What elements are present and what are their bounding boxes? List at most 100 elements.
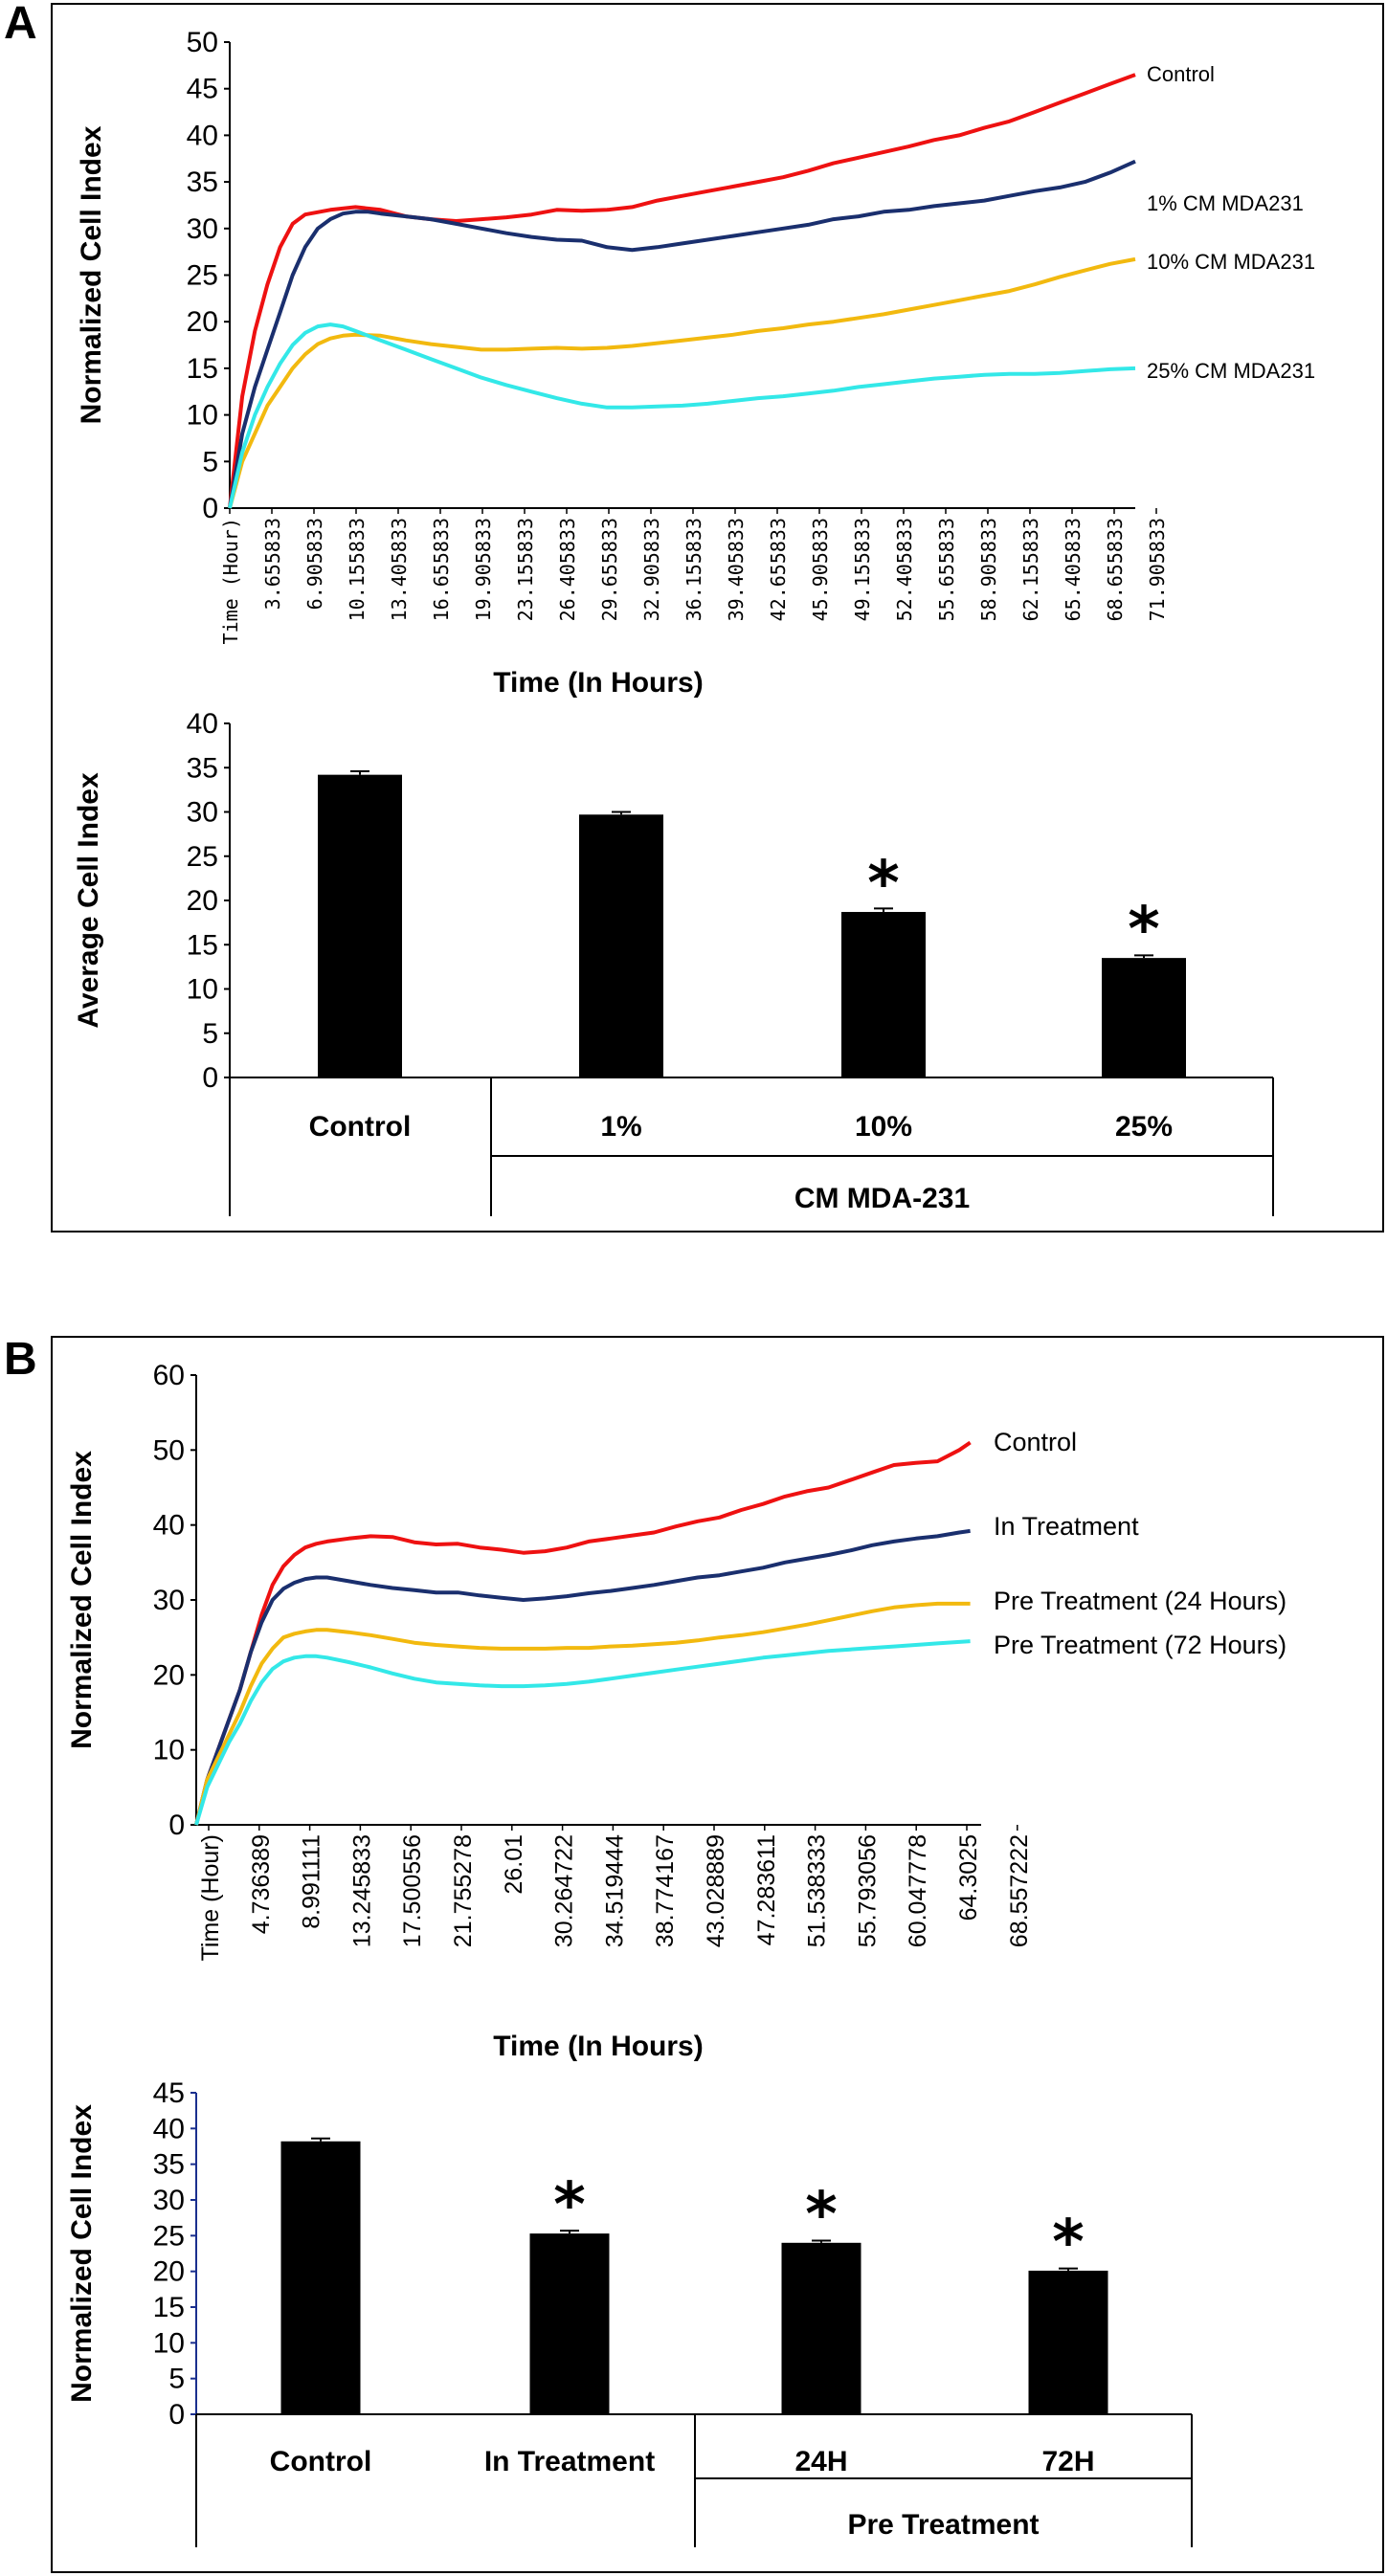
y-tick-label: 50 [153, 1434, 185, 1466]
group-label: Pre Treatment [847, 2509, 1039, 2541]
x-tick-label: 71.905833 [1146, 518, 1169, 621]
significance-star: * [1052, 2208, 1084, 2278]
y-tick-label: 15 [187, 353, 218, 385]
y-axis-label: Normalized Cell Index [76, 125, 107, 424]
x-tick-label: 62.155833 [1019, 518, 1042, 621]
x-tick-label: 23.155833 [514, 518, 537, 621]
legend-label-control: Control [1147, 62, 1215, 86]
x-tick-label: 30.264722 [551, 1834, 578, 1947]
panel-a-bar-chart: 0 5 10 15 20 25 30 35 40 Average Cell Index Contro… [73, 708, 1274, 1216]
y-tick-label: 20 [187, 306, 218, 338]
x-tick-label: 68.557222 [1006, 1834, 1033, 1947]
x-tick-label: 4.736389 [248, 1834, 275, 1934]
x-tick-label: 19.905833 [472, 518, 495, 621]
series-line-control [194, 1440, 972, 1826]
x-tick-label: 65.405833 [1062, 518, 1085, 621]
y-tick-label: 40 [153, 2113, 185, 2144]
significance-star: * [553, 2170, 585, 2241]
y-tick-label: 20 [153, 1659, 185, 1691]
x-tick-label: 60.047778 [905, 1834, 931, 1947]
bar-in-treatment [529, 2233, 610, 2414]
y-tick-label: 40 [187, 120, 218, 151]
bar-10 [841, 912, 926, 1077]
y-tick-label: 45 [153, 2077, 185, 2109]
x-tick-label: 49.155833 [851, 518, 874, 621]
legend-label-25-cm-mda231: 25% CM MDA231 [1147, 359, 1315, 383]
x-tick-label: 32.905833 [640, 518, 663, 621]
legend-label-pre-treatment-72-hours: Pre Treatment (72 Hours) [994, 1631, 1286, 1659]
y-axis-label: Average Cell Index [73, 772, 104, 1029]
y-axis-label: Normalized Cell Index [66, 1451, 98, 1749]
x-tick-label: 51.538333 [804, 1834, 831, 1947]
x-tick-label: 26.405833 [556, 518, 579, 621]
bar-72h [1028, 2270, 1108, 2414]
panel-b-line-chart: 0 10 20 30 40 50 60 Time (Hour) 4.736389 8.991111… [66, 1360, 1286, 2062]
y-tick-label: 0 [202, 493, 218, 524]
series-line-control [228, 73, 1136, 509]
legend-label-1-cm-mda231: 1% CM MDA231 [1147, 191, 1304, 215]
x-tick-label: 16.655833 [430, 518, 453, 621]
x-tick-label: 10.155833 [346, 518, 369, 621]
category-label-25: 25% [1115, 1111, 1173, 1143]
x-tick-label: 3.655833 [261, 518, 284, 610]
significance-star: * [1128, 895, 1159, 966]
panel-b-bar-chart: 0 5 10 15 20 25 30 35 40 45 Normalized Cell Index C… [66, 2077, 1193, 2547]
x-tick-label: 36.155833 [682, 518, 705, 621]
legend-label-in-treatment: In Treatment [994, 1512, 1139, 1541]
x-tick-label: 38.774167 [652, 1834, 679, 1947]
y-tick-label: 20 [187, 885, 218, 917]
y-tick-label: 25 [153, 2220, 185, 2252]
x-tick-label: 13.405833 [388, 518, 411, 621]
x-tick-label: 34.519444 [601, 1834, 628, 1947]
bar-control [280, 2141, 361, 2414]
x-tick-label: 6.905833 [303, 518, 326, 610]
x-tick-label: 55.793056 [854, 1834, 881, 1947]
x-tick-label: Time (Hour) [219, 518, 242, 644]
y-tick-label: 20 [153, 2256, 185, 2288]
x-tick-label: 39.405833 [725, 518, 748, 621]
series-line-1-cm-mda231 [228, 159, 1136, 509]
x-axis-label: Time (In Hours) [493, 667, 703, 699]
category-label-1: 1% [600, 1111, 641, 1143]
legend-label-pre-treatment-24-hours: Pre Treatment (24 Hours) [994, 1587, 1286, 1615]
x-tick-label: 29.655833 [598, 518, 621, 621]
y-tick-label: 15 [187, 929, 218, 961]
significance-star: * [867, 849, 899, 920]
category-label-10: 10% [855, 1111, 912, 1143]
legend-label-10-cm-mda231: 10% CM MDA231 [1147, 250, 1315, 274]
panel-a-letter: A [4, 0, 37, 49]
x-tick-label: 42.655833 [767, 518, 790, 621]
x-tick-label: 64.3025 [955, 1834, 982, 1921]
series-line-pre-treatment-72-hours [194, 1639, 971, 1826]
group-label: CM MDA-231 [794, 1183, 970, 1214]
x-tick-label: 68.655833 [1104, 518, 1127, 621]
panel-a-frame [51, 3, 1384, 1232]
category-label-control: Control [309, 1111, 412, 1143]
x-tick-label: 45.905833 [809, 518, 832, 621]
category-label-72h: 72H [1041, 2446, 1094, 2477]
x-tick-label: 8.991111 [299, 1834, 325, 1929]
legend-label-control: Control [994, 1428, 1077, 1456]
category-label-in-treatment: In Treatment [484, 2446, 655, 2477]
y-tick-label: 60 [153, 1360, 185, 1391]
y-tick-label: 25 [187, 841, 218, 873]
y-tick-label: 10 [153, 2327, 185, 2359]
series-line-pre-treatment-24-hours [194, 1601, 971, 1826]
x-tick-label: 58.905833 [977, 518, 1000, 621]
x-tick-label: Time (Hour) [197, 1834, 224, 1961]
y-tick-label: 0 [202, 1062, 218, 1094]
x-tick-label: 13.245833 [348, 1834, 375, 1947]
y-tick-label: 35 [153, 2149, 185, 2181]
y-tick-label: 10 [153, 1735, 185, 1766]
series-line-in-treatment [194, 1528, 971, 1826]
x-axis-label: Time (In Hours) [493, 2031, 703, 2062]
x-tick-label: 47.283611 [753, 1834, 780, 1945]
x-tick-label: 21.755278 [450, 1834, 477, 1947]
y-tick-label: 0 [168, 1810, 185, 1841]
y-tick-label: 30 [153, 1585, 185, 1616]
y-tick-label: 40 [153, 1510, 185, 1542]
x-tick-label: 17.500556 [399, 1834, 426, 1947]
x-tick-label: 26.01 [501, 1834, 527, 1895]
series-line-10-cm-mda231 [228, 256, 1136, 509]
